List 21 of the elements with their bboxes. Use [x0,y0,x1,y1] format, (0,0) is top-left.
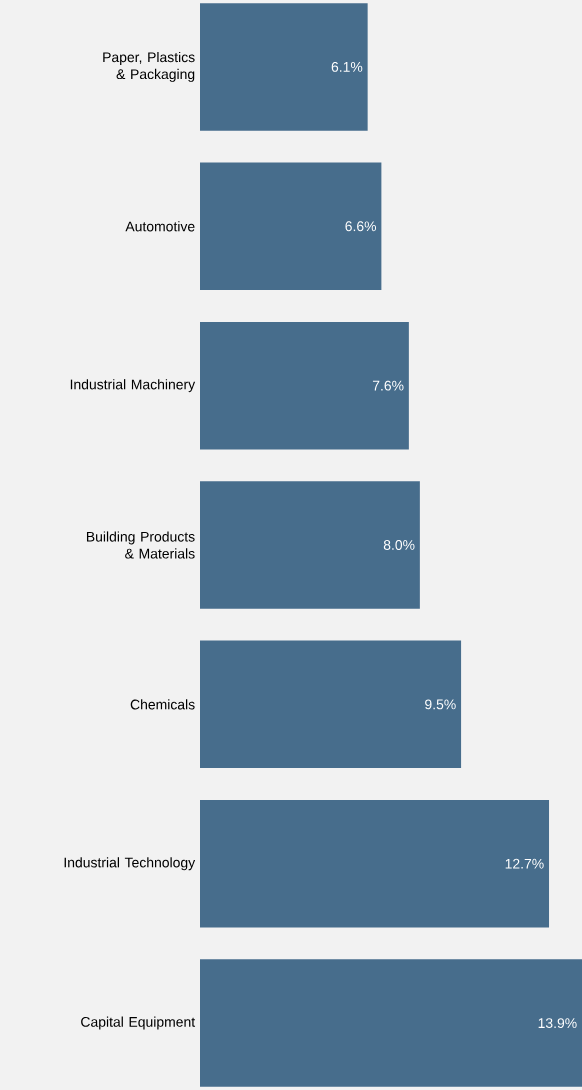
bar [200,959,582,1087]
y-tick-label: Automotive [125,221,195,232]
data-label: 13.9% [538,1018,577,1029]
data-label: 6.6% [345,221,377,232]
data-label: 7.6% [372,380,404,391]
bar [200,799,550,928]
y-tick-label: Chemicals [130,699,195,710]
bar [200,481,420,609]
data-label: 8.0% [383,540,415,550]
bar [200,321,409,450]
data-label: 9.5% [425,699,456,710]
bar [200,3,368,131]
data-label: 12.7% [505,858,544,869]
y-tick-label: Capital Equipment [81,1016,196,1030]
y-tick-label: Industrial Technology [64,857,196,871]
y-tick-label: Paper, Plastics & Packaging [103,51,195,82]
bar [200,640,462,769]
y-tick-label: Building Products & Materials [86,531,195,559]
y-tick-label: Industrial Machinery [70,379,196,393]
data-label: 6.1% [331,61,363,72]
bar [200,162,382,291]
